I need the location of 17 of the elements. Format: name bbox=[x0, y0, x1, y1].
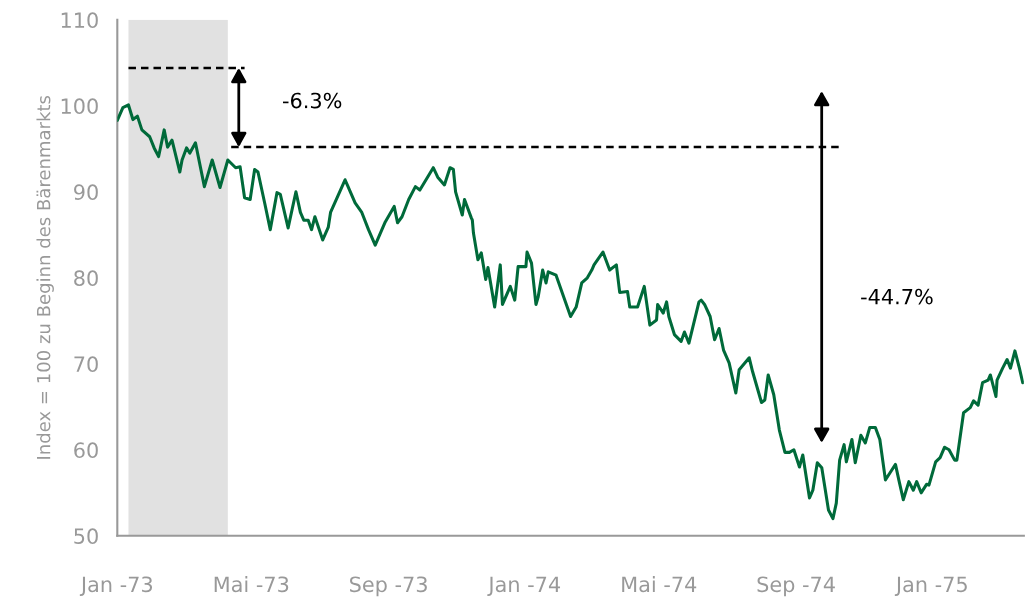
y-axis-title: Index = 100 zu Beginn des Bärenmarkts bbox=[36, 95, 54, 459]
x-tick-label: Sep -73 bbox=[350, 576, 427, 597]
x-tick-label: Jan -74 bbox=[487, 576, 561, 597]
annotation: -44.7% bbox=[861, 288, 933, 305]
annotation: -6.3% bbox=[283, 92, 342, 109]
x-tick-label: Mai -74 bbox=[622, 576, 697, 593]
y-tick-label: 110 bbox=[61, 12, 98, 29]
x-tick-label: Mai -73 bbox=[214, 576, 289, 593]
y-tick-label: 80 bbox=[74, 270, 98, 287]
y-tick-label: 100 bbox=[61, 98, 98, 115]
x-tick-label: Jan -75 bbox=[894, 576, 967, 597]
y-tick-label: 90 bbox=[74, 184, 98, 201]
y-tick-label: 60 bbox=[74, 442, 98, 459]
x-tick-label: Jan -73 bbox=[79, 576, 153, 597]
y-tick-label: 50 bbox=[74, 528, 98, 545]
y-tick-label: 70 bbox=[74, 356, 98, 373]
x-tick-label: Sep -74 bbox=[757, 576, 835, 597]
